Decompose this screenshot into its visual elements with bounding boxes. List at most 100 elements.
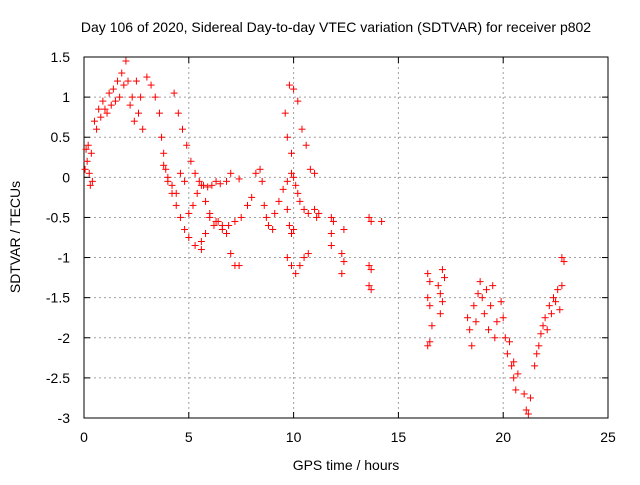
data-point: [85, 169, 93, 177]
data-point: [560, 258, 568, 266]
y-tick-label: 0.5: [51, 129, 71, 145]
data-point: [139, 125, 147, 133]
data-point: [189, 201, 197, 209]
data-point: [208, 181, 216, 189]
data-point: [87, 149, 95, 157]
data-point: [109, 85, 117, 93]
data-point: [545, 302, 553, 310]
data-point: [524, 410, 532, 418]
data-point: [554, 286, 562, 294]
data-point: [474, 290, 482, 298]
data-point: [197, 181, 205, 189]
data-point: [281, 109, 289, 117]
data-point: [262, 213, 270, 221]
data-point: [283, 177, 291, 185]
data-point: [489, 282, 497, 290]
x-tick-label: 25: [600, 429, 616, 445]
data-point: [181, 225, 189, 233]
data-point: [271, 209, 279, 217]
x-tick-label: 20: [495, 429, 511, 445]
data-point: [424, 294, 432, 302]
data-point: [327, 213, 335, 221]
data-point: [302, 141, 310, 149]
data-point: [550, 294, 558, 302]
data-point: [470, 302, 478, 310]
data-point: [160, 149, 168, 157]
data-point: [304, 209, 312, 217]
data-point: [248, 193, 256, 201]
data-point: [292, 270, 300, 278]
data-point: [428, 322, 436, 330]
data-point: [202, 229, 210, 237]
data-point: [81, 165, 89, 173]
data-point: [143, 73, 151, 81]
data-point: [227, 169, 235, 177]
plot-frame: [83, 56, 609, 419]
data-point: [187, 157, 195, 165]
data-point: [114, 77, 122, 85]
data-point: [501, 334, 509, 342]
data-point: [183, 141, 191, 149]
data-point: [216, 180, 224, 188]
data-point: [510, 358, 518, 366]
data-point: [478, 294, 486, 302]
data-point: [367, 286, 375, 294]
data-point: [223, 229, 231, 237]
data-point: [269, 225, 277, 233]
data-point: [116, 93, 124, 101]
data-point: [294, 189, 302, 197]
data-point: [292, 181, 300, 189]
data-point: [296, 262, 304, 270]
data-point: [223, 177, 231, 185]
data-point: [128, 93, 136, 101]
data-point: [258, 177, 266, 185]
data-point: [256, 165, 264, 173]
data-points: [81, 57, 568, 418]
data-point: [296, 197, 304, 205]
data-point: [526, 394, 534, 402]
data-point: [285, 81, 293, 89]
data-point: [499, 314, 507, 322]
data-point: [338, 270, 346, 278]
data-point: [172, 201, 180, 209]
data-point: [204, 183, 212, 191]
data-point: [543, 326, 551, 334]
data-point: [304, 250, 312, 258]
data-point: [298, 125, 306, 133]
data-point: [472, 318, 480, 326]
data-point: [510, 374, 518, 382]
x-tick-label: 10: [286, 429, 302, 445]
data-point: [283, 205, 291, 213]
data-point: [466, 326, 474, 334]
data-point: [541, 314, 549, 322]
y-tick-label: 1: [62, 89, 70, 105]
x-axis-label: GPS time / hours: [293, 457, 400, 473]
data-point: [191, 169, 199, 177]
data-point: [235, 175, 243, 183]
data-point: [522, 406, 530, 414]
data-point: [185, 209, 193, 217]
data-point: [311, 169, 319, 177]
data-point: [88, 177, 96, 185]
data-point: [195, 177, 203, 185]
data-point: [122, 57, 130, 65]
data-point: [264, 221, 272, 229]
data-point: [225, 221, 233, 229]
data-point: [132, 77, 140, 85]
data-point: [556, 306, 564, 314]
data-point: [547, 310, 555, 318]
data-point: [503, 350, 511, 358]
data-point: [539, 322, 547, 330]
y-tick-label: -1: [58, 250, 71, 266]
data-point: [434, 282, 442, 290]
y-tick-label: -2: [58, 330, 71, 346]
data-point: [218, 225, 226, 233]
data-point: [300, 254, 308, 262]
data-point: [206, 209, 214, 217]
data-point: [552, 298, 560, 306]
data-point: [164, 173, 172, 181]
data-point: [155, 109, 163, 117]
data-point: [537, 330, 545, 338]
data-point: [86, 181, 94, 189]
